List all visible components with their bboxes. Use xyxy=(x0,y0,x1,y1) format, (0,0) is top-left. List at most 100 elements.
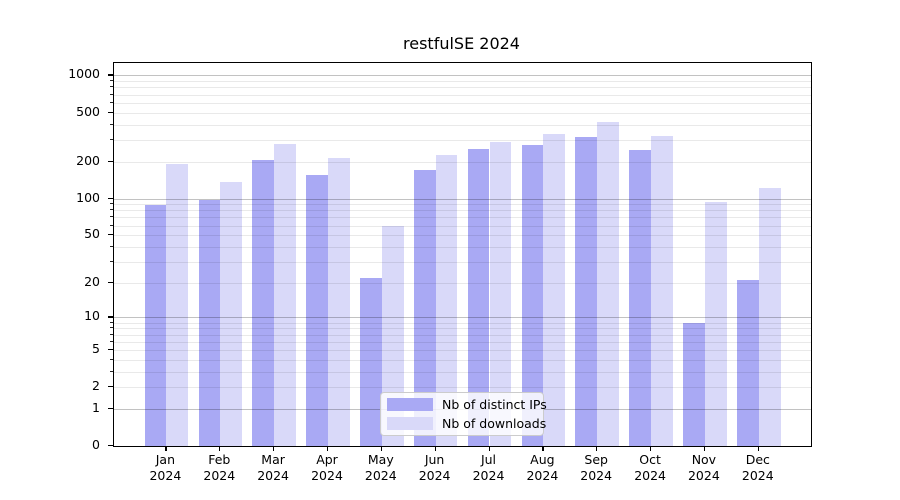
legend-entry-distinct-ips: Nb of distinct IPs xyxy=(387,396,547,413)
y-tick-label: 0 xyxy=(92,437,100,452)
y-tick-label: 5 xyxy=(92,340,100,356)
y-minor-tick-mark xyxy=(110,234,113,236)
y-gridline-minor xyxy=(114,139,811,141)
y-tick-mark xyxy=(108,74,113,76)
x-tick-label: Nov 2024 xyxy=(687,452,720,483)
y-gridline-minor xyxy=(114,371,811,373)
y-gridline-minor xyxy=(114,217,811,219)
bar-downloads-jul xyxy=(489,141,512,446)
y-tick-label: 50 xyxy=(84,226,100,242)
y-gridline-minor xyxy=(114,246,811,248)
y-minor-tick-mark xyxy=(110,245,113,247)
bar-distinct-ips-feb xyxy=(198,200,221,446)
x-tick-label: Apr 2024 xyxy=(311,452,343,483)
bar-distinct-ips-oct xyxy=(629,149,652,446)
y-minor-tick-mark xyxy=(110,216,113,218)
y-gridline-minor xyxy=(114,334,811,336)
y-minor-tick-mark xyxy=(110,86,113,88)
bar-downloads-sep xyxy=(597,121,619,446)
y-minor-tick-mark xyxy=(110,93,113,95)
plot-area xyxy=(113,62,812,447)
y-gridline-minor xyxy=(114,210,811,212)
chart-title: restfulSE 2024 xyxy=(403,34,520,53)
y-minor-tick-mark xyxy=(110,80,113,82)
x-tick-mark xyxy=(380,446,382,451)
bar-distinct-ips-jul xyxy=(467,148,490,446)
y-minor-tick-mark xyxy=(110,111,113,113)
y-tick-label: 10 xyxy=(84,308,100,324)
y-minor-tick-mark xyxy=(110,386,113,388)
bar-downloads-mar xyxy=(274,143,296,446)
y-tick-mark xyxy=(108,407,113,409)
y-gridline-minor xyxy=(114,87,811,89)
x-tick-label: Jul 2024 xyxy=(472,452,505,483)
y-minor-tick-mark xyxy=(110,358,113,360)
y-gridline-minor xyxy=(114,349,811,351)
y-gridline-minor xyxy=(114,204,811,206)
bar-downloads-jun xyxy=(435,155,458,446)
x-tick-mark xyxy=(327,446,329,451)
y-tick-mark xyxy=(108,445,113,447)
y-tick-label: 200 xyxy=(76,152,100,168)
bar-distinct-ips-sep xyxy=(575,137,598,446)
y-tick-label: 1000 xyxy=(68,66,100,82)
y-minor-tick-mark xyxy=(110,101,113,103)
y-tick-label: 20 xyxy=(84,273,100,289)
y-minor-tick-mark xyxy=(110,370,113,372)
y-minor-tick-mark xyxy=(110,123,113,125)
y-gridline-minor xyxy=(114,359,811,361)
bar-downloads-oct xyxy=(651,135,673,446)
y-gridline-minor xyxy=(114,102,811,104)
x-tick-mark xyxy=(703,446,706,451)
legend: Nb of distinct IPs Nb of downloads xyxy=(380,392,547,436)
bar-distinct-ips-jan xyxy=(144,205,167,446)
bar-downloads-may xyxy=(381,226,404,446)
x-tick-label: Jun 2024 xyxy=(418,452,451,483)
x-tick-label: Dec 2024 xyxy=(741,452,774,483)
y-gridline-minor xyxy=(114,322,811,324)
y-gridline-minor xyxy=(114,94,811,96)
legend-swatch-downloads xyxy=(387,416,433,430)
bar-downloads-apr xyxy=(328,157,350,446)
bar-distinct-ips-may xyxy=(360,277,382,446)
bar-distinct-ips-jun xyxy=(413,170,436,446)
x-tick-label: Sep 2024 xyxy=(580,452,613,483)
y-gridline-minor xyxy=(114,235,811,237)
x-tick-mark xyxy=(757,446,759,451)
y-tick-mark xyxy=(108,197,113,199)
y-gridline-minor xyxy=(114,161,811,163)
bar-distinct-ips-mar xyxy=(252,160,275,446)
x-tick-label: May 2024 xyxy=(364,452,397,483)
y-tick-mark xyxy=(108,316,113,318)
y-minor-tick-mark xyxy=(110,209,113,211)
bar-downloads-jan xyxy=(166,164,189,446)
y-gridline-major xyxy=(114,198,811,200)
y-minor-tick-mark xyxy=(110,203,113,205)
bar-downloads-nov xyxy=(704,202,727,446)
y-gridline-minor xyxy=(114,282,811,284)
y-tick-label: 2 xyxy=(92,378,100,394)
y-minor-tick-mark xyxy=(110,138,113,140)
y-minor-tick-mark xyxy=(110,160,113,162)
x-tick-mark xyxy=(596,446,598,451)
y-tick-label: 1 xyxy=(92,399,100,415)
y-gridline-minor xyxy=(114,341,811,343)
x-tick-mark xyxy=(650,446,652,451)
y-gridline-minor xyxy=(114,124,811,126)
x-tick-mark xyxy=(434,446,436,451)
y-minor-tick-mark xyxy=(110,260,113,262)
y-gridline-minor xyxy=(114,225,811,227)
x-tick-mark xyxy=(219,446,221,451)
y-gridline-major xyxy=(114,75,811,77)
y-minor-tick-mark xyxy=(110,333,113,335)
x-tick-mark xyxy=(542,446,544,451)
bar-distinct-ips-apr xyxy=(306,175,328,446)
y-gridline-minor xyxy=(114,328,811,330)
x-tick-mark xyxy=(165,446,167,451)
y-gridline-minor xyxy=(114,112,811,114)
y-gridline-minor xyxy=(114,387,811,389)
y-gridline-minor xyxy=(114,81,811,83)
legend-swatch-distinct-ips xyxy=(387,398,433,412)
x-tick-label: Oct 2024 xyxy=(634,452,666,483)
